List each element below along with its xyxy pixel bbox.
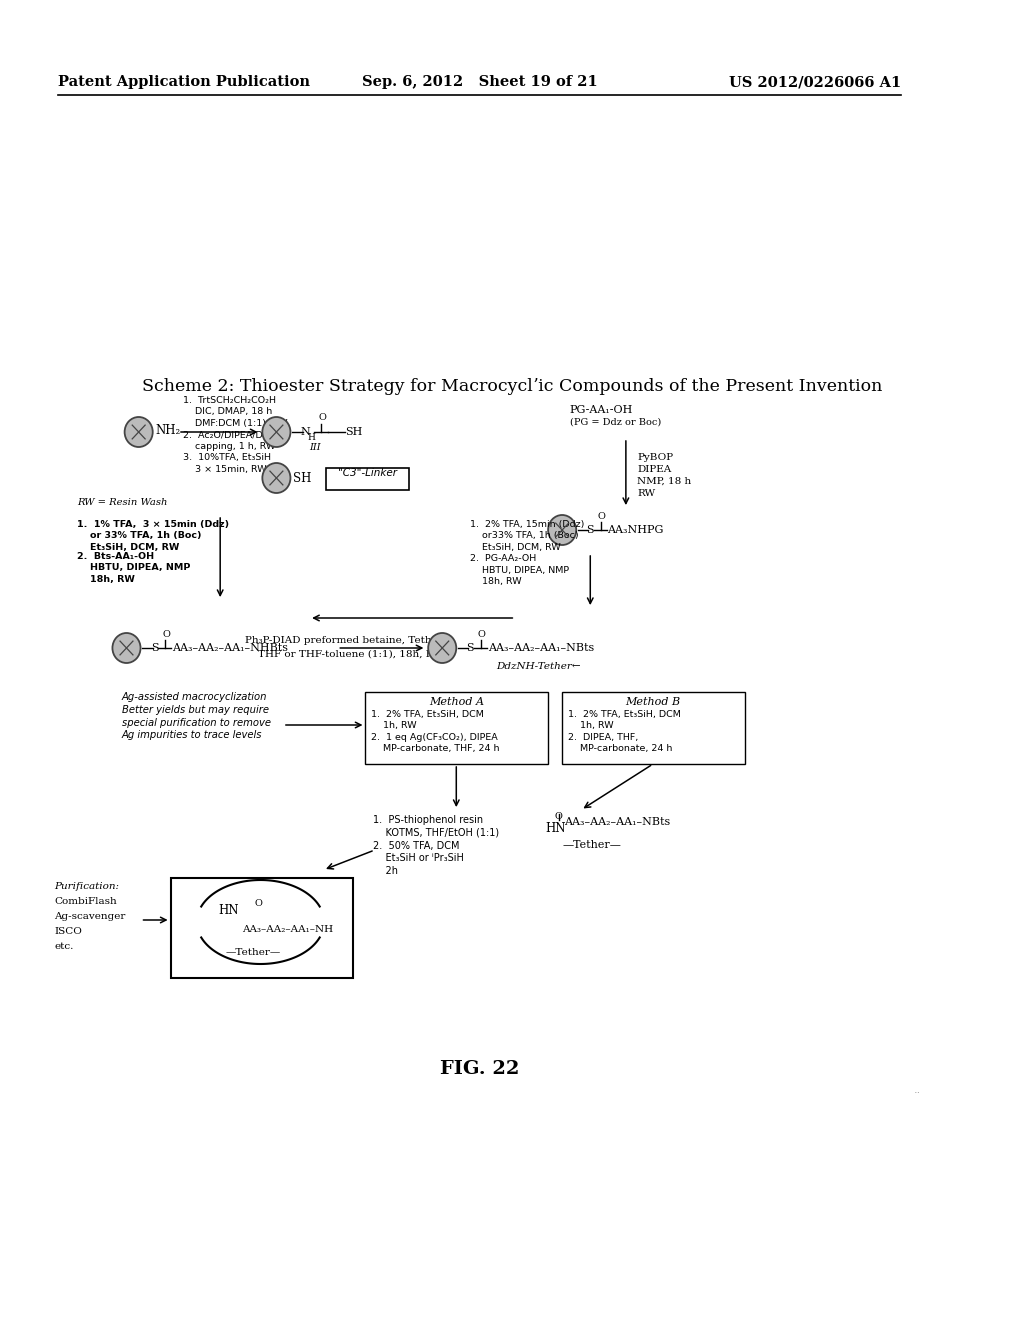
Text: RW = Resin Wash: RW = Resin Wash (77, 498, 167, 507)
Text: 1.  PS-thiophenol resin
    KOTMS, THF/EtOH (1:1)
2.  50% TFA, DCM
    Et₃SiH or: 1. PS-thiophenol resin KOTMS, THF/EtOH (… (373, 814, 499, 876)
Circle shape (548, 515, 577, 545)
Text: (PG = Ddz or Boc): (PG = Ddz or Boc) (569, 418, 660, 426)
Text: 1.  TrtSCH₂CH₂CO₂H
    DIC, DMAP, 18 h
    DMF:DCM (1:1), RW
2.  Ac₂O/DIPEA/DCM
: 1. TrtSCH₂CH₂CO₂H DIC, DMAP, 18 h DMF:DC… (182, 396, 288, 474)
Bar (562, 692, 744, 764)
Text: 2.  Bts-AA₁-OH
    HBTU, DIPEA, NMP
    18h, RW: 2. Bts-AA₁-OH HBTU, DIPEA, NMP 18h, RW (77, 552, 190, 583)
Circle shape (262, 417, 291, 447)
Text: AA₃–AA₂–AA₁–NH: AA₃–AA₂–AA₁–NH (242, 925, 333, 935)
Text: "C3"-Linker: "C3"-Linker (338, 469, 396, 478)
Text: O: O (555, 812, 562, 821)
Text: Patent Application Publication: Patent Application Publication (58, 75, 310, 88)
Text: ISCO: ISCO (54, 927, 82, 936)
Text: SH: SH (345, 426, 362, 437)
Bar (171, 878, 353, 978)
Text: Sep. 6, 2012   Sheet 19 of 21: Sep. 6, 2012 Sheet 19 of 21 (361, 75, 598, 88)
Bar (366, 692, 548, 764)
Text: O: O (598, 512, 605, 521)
Text: S: S (151, 643, 159, 653)
Text: THF or THF-toluene (1:1), 18h, RW: THF or THF-toluene (1:1), 18h, RW (258, 649, 443, 659)
Text: DIPEA: DIPEA (637, 465, 672, 474)
Text: SH: SH (293, 471, 311, 484)
Text: Ag-assisted macrocyclization
Better yields but may require
special purification : Ag-assisted macrocyclization Better yiel… (122, 692, 270, 741)
Text: PyBOP: PyBOP (637, 453, 673, 462)
Text: NH₂: NH₂ (156, 424, 181, 437)
Text: AA₃–AA₂–AA₁–NBts: AA₃–AA₂–AA₁–NBts (564, 817, 671, 828)
Text: Method B: Method B (626, 697, 681, 708)
Text: HN: HN (218, 903, 239, 916)
Text: Method A: Method A (429, 697, 483, 708)
Text: III: III (309, 444, 321, 451)
Text: PG-AA₁-OH: PG-AA₁-OH (569, 405, 633, 414)
Text: 1.  2% TFA, Et₃SiH, DCM
    1h, RW
2.  1 eq Ag(CF₃CO₂), DIPEA
    MP-carbonate, : 1. 2% TFA, Et₃SiH, DCM 1h, RW 2. 1 eq Ag… (371, 710, 500, 754)
Text: ..: .. (913, 1085, 921, 1096)
Text: Purification:: Purification: (54, 882, 120, 891)
Text: Ag-scavenger: Ag-scavenger (54, 912, 126, 921)
Circle shape (428, 634, 457, 663)
Text: N: N (301, 426, 310, 437)
Text: AA₃–AA₂–AA₁–NHBts: AA₃–AA₂–AA₁–NHBts (172, 643, 289, 653)
Text: —Tether—: —Tether— (225, 948, 281, 957)
Text: CombiFlash: CombiFlash (54, 898, 117, 906)
Text: 1.  2% TFA, Et₃SiH, DCM
    1h, RW
2.  DIPEA, THF,
    MP-carbonate, 24 h: 1. 2% TFA, Et₃SiH, DCM 1h, RW 2. DIPEA, … (567, 710, 681, 754)
Text: AA₃NHPG: AA₃NHPG (607, 525, 664, 535)
Text: S: S (587, 525, 594, 535)
Circle shape (262, 463, 291, 492)
Text: O: O (318, 413, 327, 422)
Text: O: O (162, 630, 170, 639)
Bar (326, 469, 409, 490)
Circle shape (125, 417, 153, 447)
Text: FIG. 22: FIG. 22 (440, 1060, 519, 1078)
Text: O: O (478, 630, 485, 639)
Text: 1.  2% TFA, 15min (Ddz)
    or33% TFA, 1h (Boc)
    Et₃SiH, DCM, RW
2.  PG-AA₂-O: 1. 2% TFA, 15min (Ddz) or33% TFA, 1h (Bo… (470, 520, 585, 586)
Text: H: H (307, 433, 315, 442)
Text: O: O (255, 899, 263, 908)
Text: etc.: etc. (54, 942, 74, 950)
Text: NMP, 18 h: NMP, 18 h (637, 477, 691, 486)
Circle shape (113, 634, 140, 663)
Text: DdzNH-Tether←: DdzNH-Tether← (497, 663, 582, 671)
Text: US 2012/0226066 A1: US 2012/0226066 A1 (729, 75, 901, 88)
Text: —Tether—: —Tether— (562, 840, 621, 850)
Text: Ph₃P-DIAD preformed betaine, Tether: Ph₃P-DIAD preformed betaine, Tether (246, 636, 443, 645)
Text: Scheme 2: Thioester Strategy for Macrocyclʼic Compounds of the Present Invention: Scheme 2: Thioester Strategy for Macrocy… (142, 378, 883, 395)
Text: AA₃–AA₂–AA₁–NBts: AA₃–AA₂–AA₁–NBts (488, 643, 594, 653)
Text: RW: RW (637, 488, 655, 498)
Text: S: S (467, 643, 474, 653)
Text: 1.  1% TFA,  3 × 15min (Ddz)
    or 33% TFA, 1h (Boc)
    Et₃SiH, DCM, RW: 1. 1% TFA, 3 × 15min (Ddz) or 33% TFA, 1… (77, 520, 229, 552)
Text: HN: HN (546, 822, 566, 836)
